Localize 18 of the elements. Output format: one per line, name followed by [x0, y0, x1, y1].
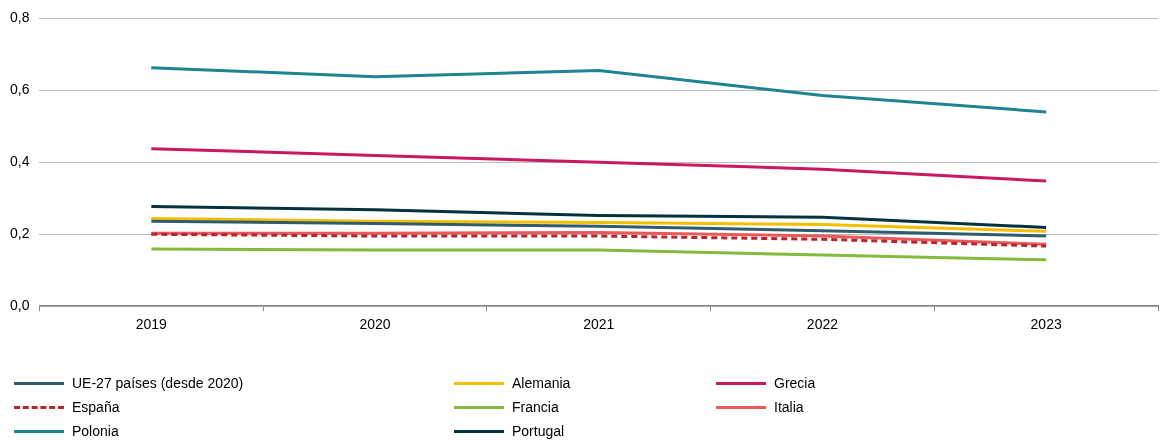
legend-label: España — [72, 399, 120, 415]
x-tick-label: 2023 — [1030, 316, 1062, 333]
legend-label: Polonia — [72, 423, 119, 439]
x-tick-label: 2020 — [359, 316, 391, 333]
y-tick-label: 0,6 — [9, 81, 30, 98]
legend-label: Francia — [512, 399, 559, 415]
legend-label: Grecia — [774, 375, 816, 391]
legend-label: Italia — [774, 399, 804, 415]
x-tick-label: 2019 — [135, 316, 168, 333]
y-tick-label: 0,2 — [9, 225, 30, 242]
x-tick-label: 2022 — [806, 316, 839, 333]
legend-label: UE-27 países (desde 2020) — [72, 375, 244, 391]
y-tick-label: 0,4 — [9, 153, 30, 170]
y-tick-label: 0,0 — [9, 297, 30, 314]
x-tick-label: 2021 — [583, 316, 615, 333]
legend-label: Portugal — [512, 423, 565, 439]
legend-label: Alemania — [512, 375, 571, 391]
y-tick-label: 0,8 — [9, 9, 30, 26]
